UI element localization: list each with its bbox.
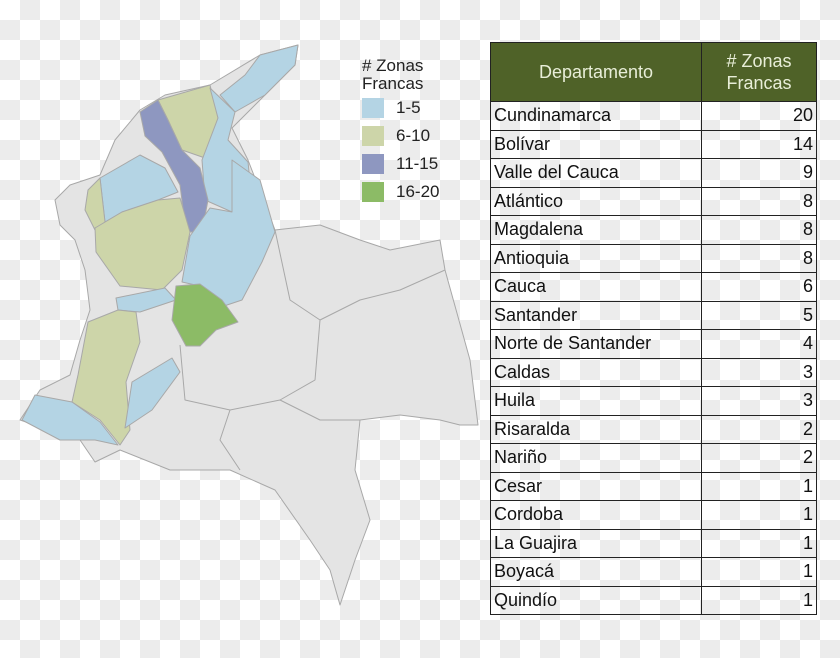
cell-departamento: Valle del Cauca (490, 158, 702, 188)
legend-swatch (362, 154, 384, 174)
cell-departamento: Quindío (490, 585, 702, 615)
header-zonas-line1: # Zonas (726, 51, 792, 71)
cell-departamento: Bolívar (490, 129, 702, 159)
cell-zonas: 1 (701, 471, 817, 501)
cell-zonas: 1 (701, 500, 817, 530)
cell-departamento: Antioquia (490, 243, 702, 273)
cell-departamento: Caldas (490, 357, 702, 387)
region-antioquia (94, 197, 191, 291)
table-header-row: Departamento # Zonas Francas (490, 42, 817, 102)
cell-zonas: 4 (701, 329, 817, 359)
region-huila (124, 357, 181, 429)
table-row: Cordoba 1 (490, 500, 817, 530)
table-row: Huila 3 (490, 386, 817, 416)
table-row: Santander 5 (490, 300, 817, 330)
legend-swatch (362, 98, 384, 118)
table-row: Norte de Santander 4 (490, 329, 817, 359)
region-narino (21, 394, 119, 446)
cell-departamento: Nariño (490, 443, 702, 473)
cell-zonas: 1 (701, 528, 817, 558)
cell-zonas: 3 (701, 386, 817, 416)
legend-label: 1-5 (396, 98, 421, 117)
header-departamento: Departamento (490, 42, 702, 102)
table-row: Bolívar 14 (490, 129, 817, 159)
table-row: Valle del Cauca 9 (490, 158, 817, 188)
cell-departamento: Cordoba (490, 500, 702, 530)
legend-item: 11-15 (362, 151, 439, 177)
legend-label: 16-20 (396, 182, 440, 201)
map-border (274, 229, 446, 321)
cell-departamento: Santander (490, 300, 702, 330)
table-row: Boyacá 1 (490, 557, 817, 587)
table-row: Cundinamarca 20 (490, 101, 817, 131)
colombia-map (19, 44, 479, 606)
legend-label: 11-15 (396, 154, 439, 173)
header-zonas-line2: Francas (726, 73, 792, 93)
cell-departamento: La Guajira (490, 528, 702, 558)
cell-zonas: 2 (701, 443, 817, 473)
cell-zonas: 1 (701, 585, 817, 615)
table-row: Caldas 3 (490, 357, 817, 387)
cell-zonas: 8 (701, 215, 817, 245)
cell-departamento: Norte de Santander (490, 329, 702, 359)
cell-departamento: Cauca (490, 272, 702, 302)
legend-title-line2: Francas (362, 74, 424, 93)
table-row: Cesar 1 (490, 471, 817, 501)
legend-item: 16-20 (362, 179, 439, 205)
cell-zonas: 3 (701, 357, 817, 387)
legend-swatch (362, 182, 384, 202)
cell-zonas: 9 (701, 158, 817, 188)
cell-zonas: 20 (701, 101, 817, 131)
cell-departamento: Magdalena (490, 215, 702, 245)
table-row: Risaralda 2 (490, 414, 817, 444)
table-row: Nariño 2 (490, 443, 817, 473)
region-cundinamarca (171, 283, 239, 347)
table-row: Quindío 1 (490, 585, 817, 615)
legend-title-line1: # Zonas (362, 56, 424, 75)
cell-zonas: 1 (701, 557, 817, 587)
table-row: Cauca 6 (490, 272, 817, 302)
legend-label: 6-10 (396, 126, 431, 145)
cell-zonas: 8 (701, 243, 817, 273)
cell-departamento: Boyacá (490, 557, 702, 587)
legend-swatch (362, 126, 384, 146)
header-zonas-francas: # Zonas Francas (701, 42, 817, 102)
cell-zonas: 5 (701, 300, 817, 330)
zonas-francas-table: Departamento # Zonas Francas Cundinamarc… (490, 42, 817, 615)
legend-item: 1-5 (362, 95, 439, 121)
cell-zonas: 14 (701, 129, 817, 159)
map-border (179, 344, 360, 421)
map-border (279, 319, 321, 401)
map-border (219, 409, 241, 471)
cell-zonas: 6 (701, 272, 817, 302)
table-row: La Guajira 1 (490, 528, 817, 558)
map-legend: # Zonas Francas 1-5 6-10 11-15 16-20 (362, 57, 439, 205)
legend-item: 6-10 (362, 123, 439, 149)
cell-departamento: Atlántico (490, 186, 702, 216)
cell-departamento: Cesar (490, 471, 702, 501)
cell-zonas: 2 (701, 414, 817, 444)
region-la-guajira (219, 44, 299, 113)
table-row: Magdalena 8 (490, 215, 817, 245)
cell-departamento: Huila (490, 386, 702, 416)
cell-departamento: Cundinamarca (490, 101, 702, 131)
region-valle (71, 309, 141, 446)
table-row: Antioquia 8 (490, 243, 817, 273)
cell-zonas: 8 (701, 186, 817, 216)
cell-departamento: Risaralda (490, 414, 702, 444)
table-row: Atlántico 8 (490, 186, 817, 216)
region-caldas (115, 287, 177, 313)
